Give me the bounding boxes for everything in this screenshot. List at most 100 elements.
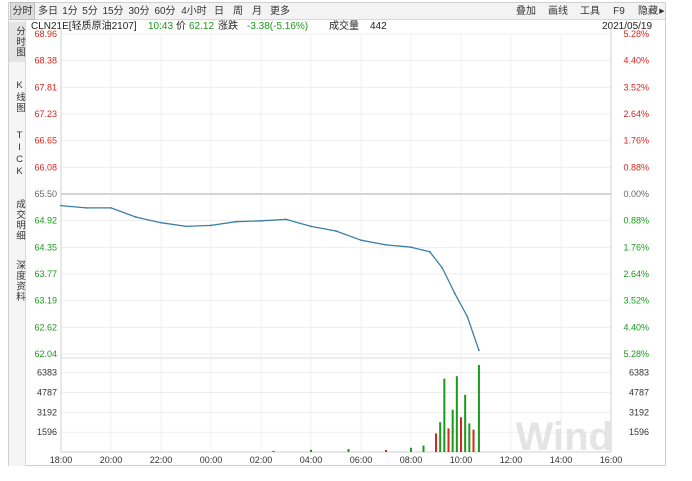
watermark-logo: Wind [516,415,613,459]
price-tick-label: 67.81 [34,82,57,92]
price-point [441,267,444,269]
price-label: 价 [176,21,186,32]
volume-bar [464,394,467,452]
tab-1min[interactable]: 1分 [62,6,78,17]
tab-60min[interactable]: 60分 [154,6,176,17]
pct-tick-label: 2.64% [623,109,649,119]
tab-multi-day[interactable]: 多日 [38,6,58,17]
price-point [360,239,362,242]
pct-tick-label: 5.28% [623,349,649,359]
pct-tick-label: 1.76% [623,242,649,252]
price-change: -3.38(-5.16%) [247,21,309,32]
volume-bar [422,445,425,452]
sidebar-tab-intraday-chart[interactable]: 分时图 [9,22,25,62]
price-point [235,220,237,223]
volume-bar [443,378,446,452]
price-tick-label: 64.35 [34,242,57,252]
price-point [185,225,187,228]
hide-arrow-icon[interactable]: ▶ [659,8,665,15]
price-tick-label: 67.23 [34,109,57,119]
sidebar-tab-tick[interactable]: TICK [14,130,25,178]
price-tick-label: 62.62 [34,322,57,332]
volume-tick-label-right: 1596 [629,427,649,437]
hide-button[interactable]: 隐藏 [638,6,658,17]
tab-monthly[interactable]: 月 [252,6,262,17]
volume-value: 442 [370,21,387,32]
time-tick-label: 10:00 [450,455,473,465]
volume-bar [385,450,387,452]
overlay-button[interactable]: 叠加 [516,6,536,17]
price-tick-label: 64.92 [34,216,57,226]
tab-weekly[interactable]: 周 [233,6,243,17]
pct-tick-label: 1.76% [623,136,649,146]
price-point [210,224,212,227]
tab-15min[interactable]: 15分 [102,6,124,17]
pct-tick-label: 3.52% [623,296,649,306]
volume-bar [447,428,450,452]
pct-tick-label: 4.40% [623,322,649,332]
tools-button[interactable]: 工具 [580,6,600,17]
sidebar-tab-depth-data[interactable]: 深度资料 [14,260,25,302]
volume-bar [455,376,458,452]
volume-bar [460,417,462,452]
price-point [385,243,387,246]
price-tick-label: 68.96 [34,29,57,39]
volume-tick-label: 4787 [37,388,57,398]
tab-30min[interactable]: 30分 [128,6,150,17]
draw-line-button[interactable]: 画线 [548,6,568,17]
contract-code: CLN21E[轻质原油2107] [31,21,137,32]
sidebar-tab-trade-details[interactable]: 成交明细 [14,199,25,241]
volume-bar [468,423,471,452]
price-tick-label: 68.38 [34,56,57,66]
tab-daily[interactable]: 日 [214,6,224,17]
last-price: 62.12 [189,21,215,32]
price-point [453,292,456,295]
time-tick-label: 18:00 [50,455,73,465]
tab-intraday[interactable]: 分时 [10,2,35,20]
time-tick-label: 12:00 [500,455,523,465]
pct-tick-label: 0.88% [623,216,649,226]
change-label: 涨跌 [218,21,238,32]
price-point [285,218,287,221]
chart-window: 分时 多日 1分 5分 15分 30分 60分 4小时 日 周 月 更多 叠加 … [8,2,666,466]
time-tick-label: 16:00 [600,455,623,465]
price-point [310,225,312,228]
pct-tick-label: 3.52% [623,82,649,92]
volume-tick-label-right: 3192 [629,407,649,417]
sidebar-tab-kline-chart[interactable]: K线图 [14,79,25,113]
volume-bar [439,422,442,452]
volume-bar [451,409,454,452]
price-point [135,216,137,219]
price-point [60,204,62,207]
tab-5min[interactable]: 5分 [82,6,98,17]
price-point [260,219,262,222]
time-tick-label: 20:00 [100,455,123,465]
time-tick-label: 00:00 [200,455,223,465]
price-line [60,204,480,351]
view-sidebar: 分时图 K线图 TICK 成交明细 深度资料 [9,20,26,466]
volume-bar [435,433,437,452]
pct-tick-label: 0.88% [623,162,649,172]
price-point [466,315,469,318]
volume-bar [310,449,312,452]
volume-tick-label: 1596 [37,427,57,437]
volume-tick-label: 6383 [37,368,57,378]
tab-4hour[interactable]: 4小时 [181,6,207,17]
quote-time: 10:43 [148,21,174,32]
time-tick-label: 14:00 [550,455,573,465]
tab-more[interactable]: 更多 [270,6,290,17]
volume-bar [347,449,350,452]
price-point [428,250,431,253]
price-point [335,230,337,232]
f9-button[interactable]: F9 [613,6,625,17]
quote-date: 2021/05/19 [602,21,653,32]
price-tick-label: 63.77 [34,269,57,279]
pct-tick-label: 4.40% [623,56,649,66]
intraday-chart[interactable]: 68.96 5.28% 68.38 4.40% 67.81 3.52% 67.23 2.64%… [9,20,665,466]
volume-bar [477,365,480,452]
time-tick-label: 04:00 [300,455,323,465]
price-point [85,206,87,209]
price-point [410,246,412,249]
period-toolbar: 分时 多日 1分 5分 15分 30分 60分 4小时 日 周 月 更多 叠加 … [9,2,665,20]
price-tick-label: 65.50 [34,189,57,199]
